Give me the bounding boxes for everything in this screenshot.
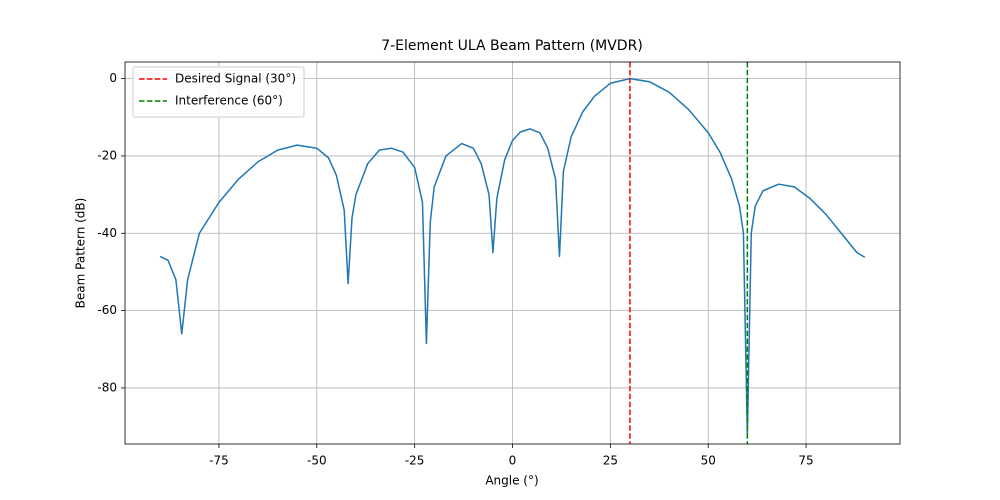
x-tick-label: 50 (701, 454, 716, 468)
y-tick-label: -60 (97, 303, 117, 317)
beam-line (159, 77, 866, 436)
x-tick-label: 75 (798, 454, 813, 468)
legend-label: Interference (60°) (175, 94, 283, 108)
axes-frame (124, 61, 901, 445)
chart-title: 7-Element ULA Beam Pattern (MVDR) (381, 38, 643, 54)
x-tick-label: -50 (307, 454, 327, 468)
y-tick-label: -40 (97, 226, 117, 240)
x-axis-label: Angle (°) (485, 474, 538, 488)
legend-box (132, 66, 305, 118)
y-tick-label: 0 (109, 71, 117, 85)
x-tick-label: -75 (209, 454, 229, 468)
y-tick-label: -80 (97, 380, 117, 394)
legend: Desired Signal (30°) Interference (60°) (132, 66, 305, 118)
y-axis-label: Beam Pattern (dB) (74, 198, 88, 309)
x-tick-label: 0 (509, 454, 517, 468)
x-tick-label: 25 (603, 454, 618, 468)
legend-label: Desired Signal (30°) (175, 72, 296, 86)
y-tick-label: -20 (97, 148, 117, 162)
x-tick-label: -25 (405, 454, 425, 468)
